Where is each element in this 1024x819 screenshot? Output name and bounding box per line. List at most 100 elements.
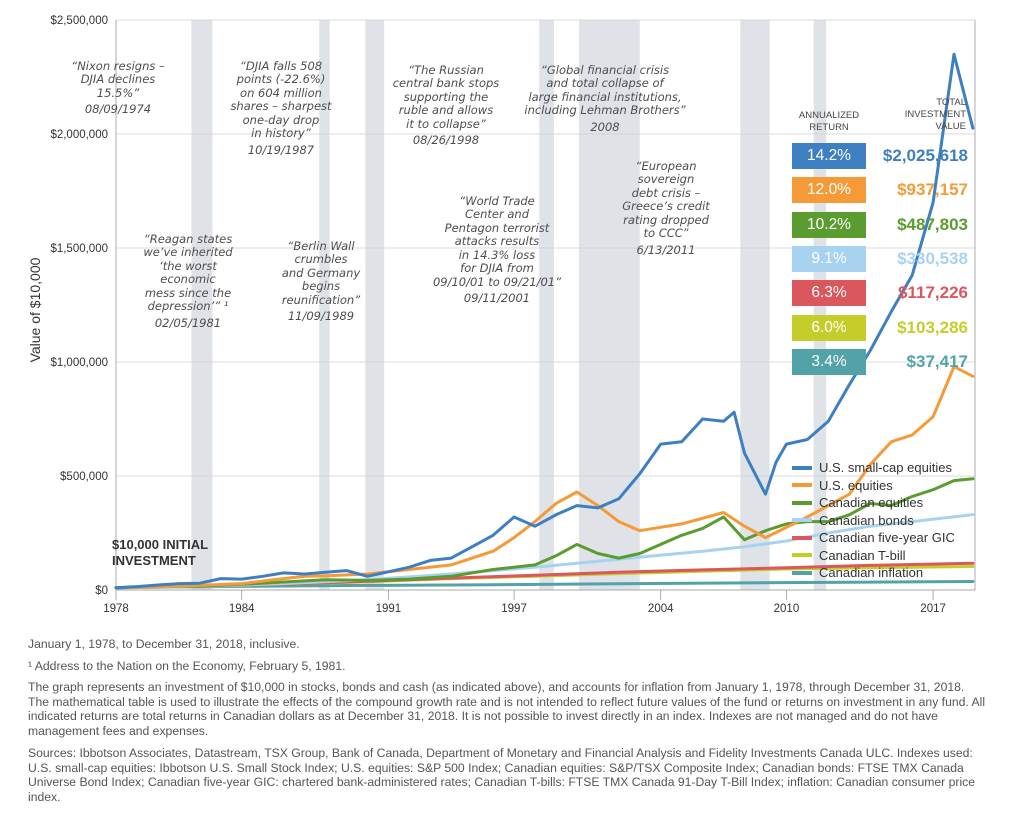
legend-label: Canadian inflation — [819, 565, 924, 581]
legend-swatch — [792, 483, 812, 488]
sources: Sources: Ibbotson Associates, Datastream… — [28, 746, 976, 804]
total-value: $2,025,618 — [882, 146, 968, 165]
annotation-date: 02/05/1981 — [154, 315, 222, 330]
crisis-band — [539, 20, 554, 590]
y-tick-label: $1,500,000 — [50, 243, 108, 255]
legend-item: Canadian T-bill — [792, 547, 955, 565]
legend-item: Canadian equities — [792, 494, 955, 512]
header-annualized-return: ANNUALIZED RETURN — [798, 110, 860, 133]
crisis-band — [579, 20, 640, 590]
y-tick-label: $2,500,000 — [50, 15, 108, 27]
annotation-text: “Berlin Wall crumbles and Germany begins… — [281, 238, 361, 307]
annotation-text: “Reagan states we’ve inherited ‘the wors… — [143, 231, 233, 313]
y-tick-label: $1,000,000 — [50, 357, 108, 369]
annualized-return: 9.1% — [792, 245, 866, 272]
annotation-reagan: “Reagan states we’ve inherited ‘the wors… — [126, 219, 250, 344]
y-tick-label: $2,000,000 — [50, 129, 108, 141]
annotation-text: “Nixon resigns – DJIA declines 15.5%” — [71, 58, 165, 100]
annualized-return: 14.2% — [792, 143, 866, 169]
period-note: January 1, 1978, to December 31, 2018, i… — [28, 637, 300, 651]
x-tick-label: 2010 — [774, 603, 800, 615]
legend-swatch — [792, 535, 812, 540]
legend: U.S. small-cap equities U.S. equities Cana… — [792, 459, 955, 582]
legend-label: Canadian equities — [819, 495, 924, 511]
total-value: $37,417 — [906, 351, 968, 371]
legend-item: Canadian bonds — [792, 512, 955, 530]
x-tick-label: 1997 — [501, 603, 527, 615]
legend-item: U.S. small-cap equities — [792, 459, 955, 477]
annotation-date: 11/09/1989 — [287, 309, 355, 323]
annotation-euro-debt: “European sovereign debt crisis – Greece… — [604, 146, 728, 271]
legend-swatch — [792, 570, 812, 575]
footnote-1: ¹ Address to the Nation on the Economy, … — [28, 659, 346, 673]
annualized-return: 3.4% — [792, 348, 866, 375]
legend-swatch — [792, 518, 812, 523]
annotation-financial-crisis: “Global financial crisis and total colla… — [508, 50, 702, 148]
header-total-value: TOTAL INVESTMENT VALUE — [904, 97, 966, 132]
x-tick-label: 1978 — [103, 603, 129, 615]
crisis-band — [740, 20, 770, 590]
annotation-nixon: “Nixon resigns – DJIA declines 15.5%” 08… — [58, 46, 178, 130]
annotation-date: 09/11/2001 — [463, 291, 531, 305]
annotation-date: 10/19/1987 — [247, 142, 315, 157]
return-row: 6.0% $103,286 — [792, 314, 968, 341]
annotation-text: “Global financial crisis and total colla… — [524, 62, 686, 117]
legend-swatch — [792, 553, 812, 558]
crisis-band — [191, 20, 213, 590]
annotation-text: “DJIA falls 508 points (-22.6%) on 604 m… — [230, 58, 332, 140]
crisis-band — [365, 20, 385, 590]
x-tick-label: 2004 — [648, 603, 674, 615]
y-axis-label: Value of $10,000 — [27, 257, 43, 362]
return-row: 3.4% $37,417 — [792, 348, 968, 375]
legend-swatch — [792, 500, 812, 505]
return-row: 10.2% $487,803 — [792, 211, 968, 238]
annotation-text: “European sovereign debt crisis – Greece… — [622, 158, 710, 240]
y-tick-label: $500,000 — [60, 471, 108, 483]
series-line-u-s-equities — [114, 365, 975, 590]
total-value: $103,286 — [897, 317, 968, 337]
series-line-canadian-bonds — [114, 513, 975, 590]
legend-item: U.S. equities — [792, 477, 955, 495]
crisis-band — [319, 20, 330, 590]
annotation-date: 08/26/1998 — [412, 133, 480, 147]
x-tick-label: 1991 — [376, 603, 402, 615]
annotation-russia: “The Russian central bank stops supporti… — [376, 50, 516, 161]
return-row: 14.2% $2,025,618 — [792, 143, 968, 169]
annotation-date: 2008 — [590, 119, 620, 134]
axes: $0 $500,000 $1,000,000 $1,500,000 $2,000,000… — [50, 15, 976, 615]
return-row: 6.3% $117,226 — [792, 280, 968, 307]
disclaimer: The graph represents an investment of $1… — [28, 680, 986, 738]
initial-investment-label: $10,000 INITIAL INVESTMENT — [112, 537, 209, 568]
annotation-date: 08/09/1974 — [84, 102, 152, 116]
annotation-djia-1987: “DJIA falls 508 points (-22.6%) on 604 m… — [216, 46, 346, 171]
series-line-canadian-equities — [114, 477, 975, 590]
total-value: $487,803 — [897, 214, 968, 234]
annualized-return: 10.2% — [792, 211, 866, 238]
return-row: 9.1% $330,538 — [792, 245, 968, 272]
annotation-berlin-wall: “Berlin Wall crumbles and Germany begins… — [262, 226, 380, 337]
series-lines — [114, 52, 975, 590]
total-value: $330,538 — [897, 248, 968, 268]
x-tick-label: 2017 — [920, 603, 946, 615]
annotation-date: 6/13/2011 — [636, 242, 696, 257]
annotation-text: “The Russian central bank stops supporti… — [392, 62, 500, 131]
annotation-text: “World Trade Center and Pentagon terrori… — [432, 193, 562, 289]
annotation-wtc: “World Trade Center and Pentagon terrori… — [420, 181, 574, 319]
legend-item: Canadian inflation — [792, 564, 955, 582]
total-value: $117,226 — [898, 283, 968, 303]
y-tick-label: $0 — [95, 585, 108, 597]
annualized-return: 12.0% — [792, 177, 866, 204]
growth-chart: $0 $500,000 $1,000,000 $1,500,000 $2,000,000… — [27, 15, 976, 615]
legend-label: Canadian T-bill — [819, 547, 906, 563]
legend-label: Canadian five-year GIC — [819, 530, 955, 546]
total-value: $937,157 — [897, 180, 968, 200]
annualized-return: 6.0% — [792, 314, 866, 341]
legend-label: Canadian bonds — [819, 512, 914, 528]
legend-label: U.S. equities — [819, 477, 893, 493]
return-row: 12.0% $937,157 — [792, 177, 968, 204]
legend-item: Canadian five-year GIC — [792, 529, 955, 547]
x-tick-label: 1984 — [229, 603, 255, 615]
legend-swatch — [792, 465, 812, 470]
series-line-u-s-small-cap-equities — [114, 52, 975, 590]
annualized-return: 6.3% — [792, 280, 866, 307]
